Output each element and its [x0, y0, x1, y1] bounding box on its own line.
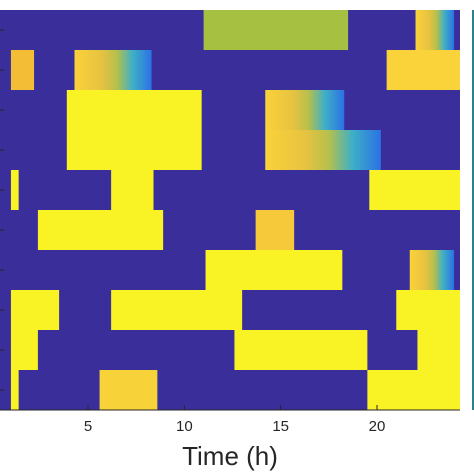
- heatmap-cell: [265, 90, 345, 130]
- heatmap-cell: [234, 330, 368, 370]
- heatmap-cell: [66, 90, 202, 130]
- x-tick-label: 20: [369, 418, 386, 435]
- heatmap-blocks: [10, 10, 460, 410]
- heatmap-cell: [111, 290, 243, 330]
- x-axis-label: Time (h): [182, 441, 278, 471]
- heatmap-cell: [37, 210, 164, 250]
- plot-axes: [0, 29, 460, 411]
- heatmap-cell: [203, 10, 349, 50]
- heatmap-cell: [386, 50, 460, 90]
- x-tick-label: 15: [272, 418, 289, 435]
- heatmap-cell: [74, 50, 152, 90]
- heatmap-cell: [10, 50, 35, 90]
- x-tick-label: 5: [84, 418, 92, 435]
- heatmap-cell: [409, 250, 455, 290]
- colorbar-edge: [472, 10, 474, 410]
- heatmap-cell: [10, 330, 38, 370]
- heatmap-cell: [111, 170, 154, 210]
- heatmap-cell: [417, 330, 460, 370]
- heatmap-cell: [10, 370, 19, 410]
- heatmap-cell: [367, 370, 460, 410]
- heatmap-cell: [369, 170, 460, 210]
- heatmap-cell: [265, 130, 381, 170]
- x-ticks: 5 10 15 20: [84, 405, 386, 435]
- heatmap-cell: [396, 290, 460, 330]
- heatmap-cell: [10, 170, 19, 210]
- heatmap-cell: [205, 250, 343, 290]
- heatmap-cell: [10, 290, 60, 330]
- x-tick-label: 10: [176, 418, 193, 435]
- heatmap-cell: [66, 130, 202, 170]
- heatmap-cell: [255, 210, 295, 250]
- heatmap-cell: [99, 370, 158, 410]
- heatmap-cell: [415, 10, 455, 50]
